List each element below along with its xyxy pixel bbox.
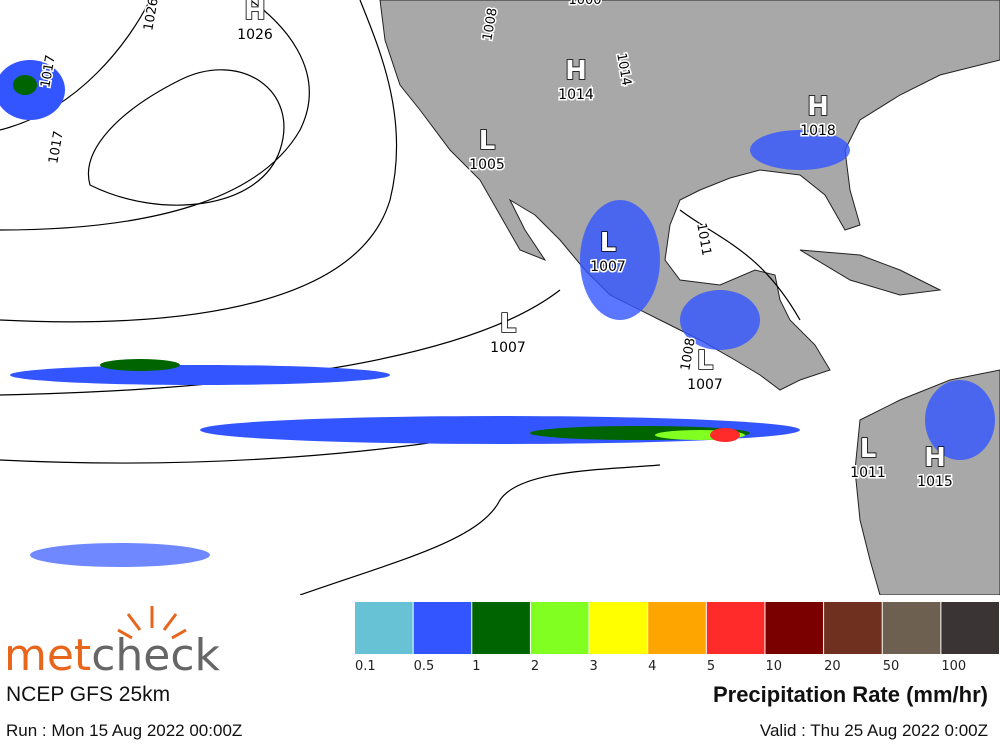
pressure-center-symbol: H (924, 443, 946, 473)
pressure-center-symbol: H (244, 0, 266, 26)
precip-area (10, 365, 390, 385)
logo-sun (117, 606, 187, 640)
legend-swatch (589, 602, 648, 654)
pressure-center-symbol: L (697, 346, 714, 376)
legend-swatch (824, 602, 882, 654)
logo-check: check (91, 630, 220, 680)
isobar (0, 0, 398, 323)
legend-label: 4 (648, 659, 656, 674)
pressure-center-value: 1007 (687, 377, 723, 393)
isobar-label: 1014 (613, 52, 634, 87)
precip-area (13, 75, 37, 95)
pressure-center-symbol: H (565, 56, 587, 86)
legend-swatch (882, 602, 941, 654)
legend: 0.1 0.5 1 2 3 4 5 10 20 50 100 (355, 602, 999, 674)
precip-area (30, 543, 210, 567)
isobar (299, 464, 661, 595)
pressure-center-symbol: H (807, 92, 829, 122)
legend-swatch (706, 602, 765, 654)
pressure-center-value: 1005 (469, 157, 505, 173)
model-name: NCEP GFS 25km (6, 683, 171, 706)
pressure-center-value: 1014 (558, 87, 594, 103)
isobar (679, 209, 801, 321)
isobar (0, 0, 310, 231)
pressure-center-value: 1007 (590, 259, 626, 275)
run-time: Run : Mon 15 Aug 2022 00:00Z (6, 721, 243, 740)
legend-label: 0.5 (414, 659, 435, 674)
legend-swatch (530, 602, 589, 654)
pressure-center-symbol: L (860, 434, 877, 464)
legend-label: 20 (824, 659, 841, 674)
legend-label: 10 (765, 659, 782, 674)
isobar-label: 1017 (46, 130, 67, 165)
precip-area (680, 290, 760, 350)
isobar-label: 1000 (568, 0, 601, 8)
isobar (0, 0, 151, 131)
pressure-center-value: 1007 (490, 340, 526, 356)
precipitation (0, 60, 995, 567)
land-north-america (379, 0, 1000, 391)
logo-text: metcheck (4, 630, 221, 680)
pressure-center-value: 1026 (237, 27, 273, 43)
precip-area (580, 200, 660, 320)
pressure-center-symbol: L (600, 228, 617, 258)
legend-label: 100 (941, 659, 966, 674)
pressure-center-symbol: L (479, 126, 496, 156)
precip-area (750, 130, 850, 170)
precip-area (100, 359, 180, 371)
legend-swatch (941, 602, 999, 654)
isobar-label: 1017 (38, 54, 59, 89)
pressure-center-symbol: L (500, 309, 517, 339)
legend-label: 2 (531, 659, 539, 674)
isobar-label: 1011 (693, 222, 714, 257)
valid-time: Valid : Thu 25 Aug 2022 0:00Z (759, 721, 988, 740)
legend-swatch (472, 602, 530, 654)
legend-label: 5 (707, 659, 715, 674)
land-caribbean (799, 249, 942, 296)
isobar-label: 1008 (480, 7, 501, 42)
logo: metcheck (4, 606, 221, 680)
legend-label: 0.1 (355, 659, 376, 674)
isobar (0, 289, 561, 396)
pressure-center-value: 1015 (917, 474, 953, 490)
legend-swatch (648, 602, 706, 654)
isobar-label: 1008 (678, 337, 699, 372)
isobars (0, 0, 801, 595)
legend-title: Precipitation Rate (mm/hr) (712, 682, 988, 707)
legend-swatch (765, 602, 824, 654)
legend-label: 3 (590, 659, 598, 674)
legend-label: 1 (472, 659, 480, 674)
logo-met: met (4, 630, 91, 680)
precip-area (710, 428, 740, 442)
legend-label: 50 (883, 659, 900, 674)
pressure-center-value: 1018 (800, 123, 836, 139)
pressure-center-value: 1011 (850, 465, 886, 481)
isobar (87, 69, 285, 206)
legend-swatch (413, 602, 472, 654)
precip-area (925, 380, 995, 460)
legend-swatch (355, 602, 413, 654)
